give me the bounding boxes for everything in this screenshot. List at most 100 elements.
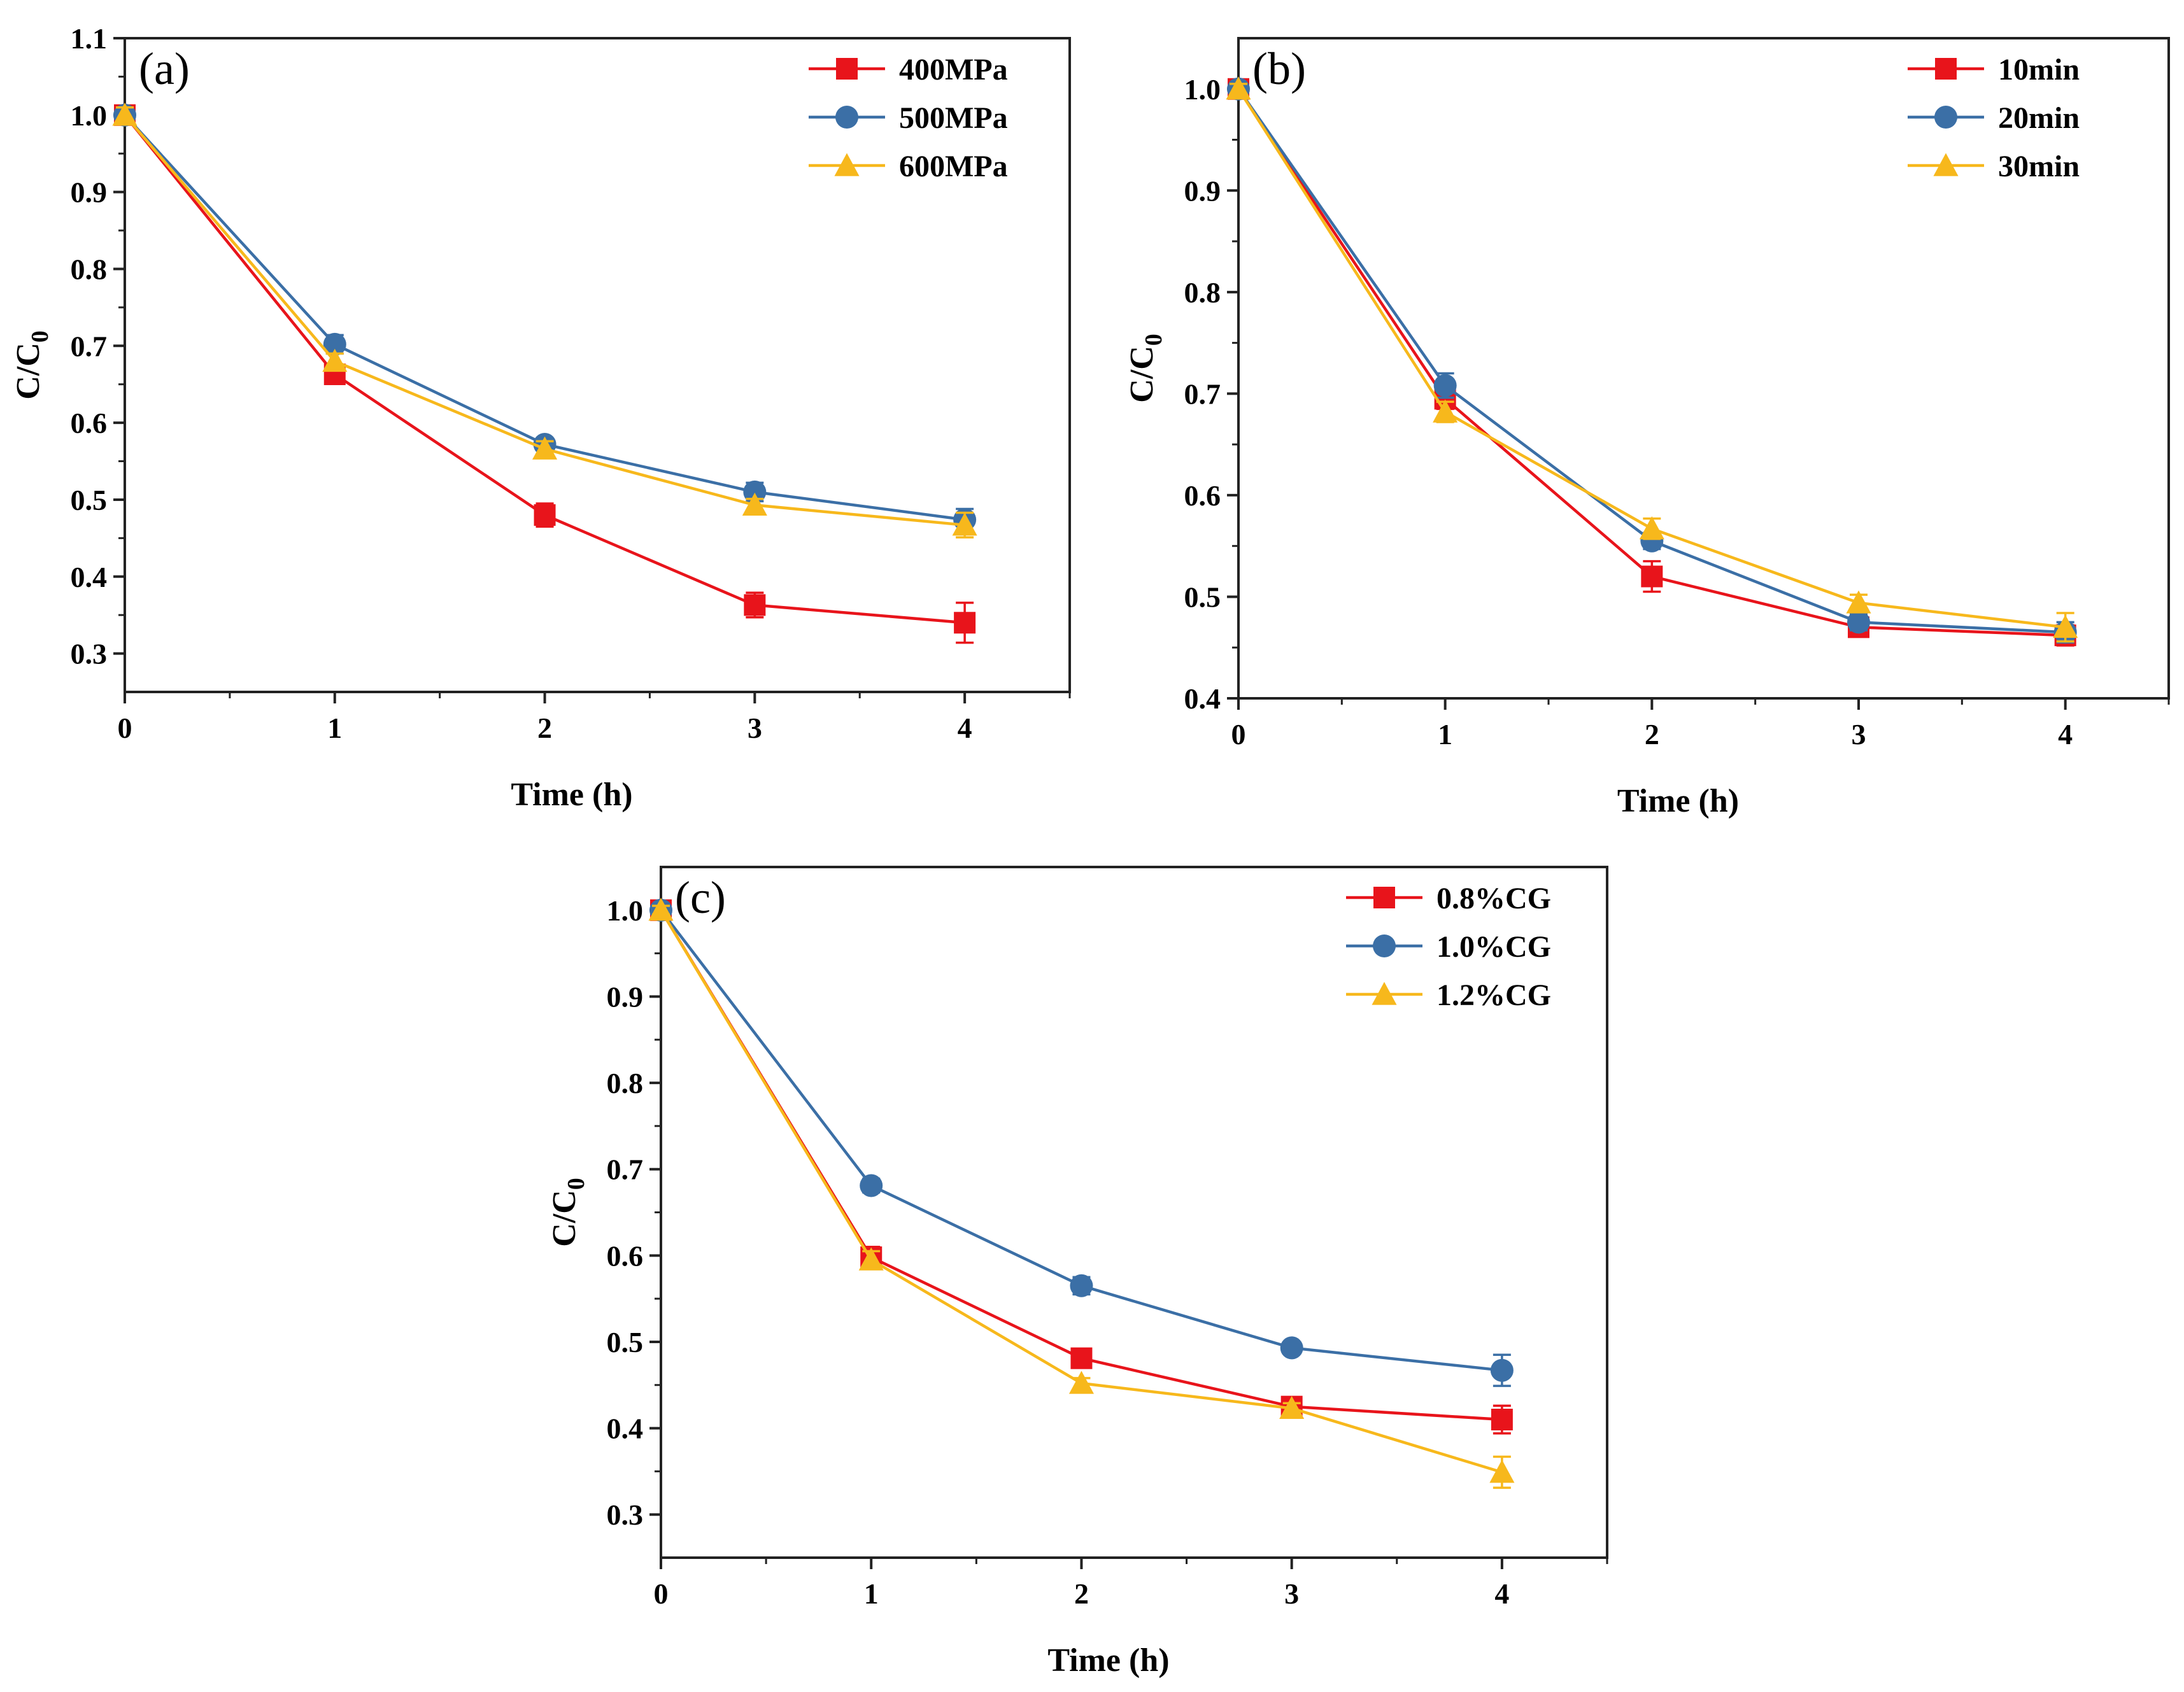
x-tick-label: 2 <box>1645 718 1659 751</box>
x-tick-label: 3 <box>748 712 762 744</box>
chart-panel-1: 0.3 0.4 0.5 0.6 0.7 0.8 0.9 1.0 1.1 0 1 2 3 4 Time (h)… <box>10 22 1071 813</box>
x-axis-title: Time (h) <box>511 777 632 813</box>
data-point-circle <box>323 332 346 356</box>
y-tick-label: 0.7 <box>1184 377 1221 410</box>
data-point-triangle <box>112 102 138 126</box>
legend-marker-circle <box>1934 106 1957 129</box>
y-axis-title-subscript: 0 <box>563 1178 590 1190</box>
series-line <box>660 909 1503 1372</box>
data-point-circle <box>1490 1358 1514 1382</box>
x-tick-label: 3 <box>1284 1577 1299 1610</box>
panel-label: (c) <box>675 872 726 923</box>
legend-marker-square <box>836 58 858 80</box>
data-point-square <box>954 612 976 634</box>
legend-label: 0.8%CG <box>1436 882 1551 915</box>
series-400MPa <box>114 104 976 644</box>
data-point-square <box>534 504 556 526</box>
y-tick-label: 0.9 <box>607 980 644 1013</box>
y-tick-label: 1.1 <box>71 22 108 55</box>
data-point-triangle <box>1068 1371 1094 1394</box>
y-tick-label: 0.8 <box>1184 276 1221 309</box>
legend-label: 500MPa <box>899 101 1008 135</box>
y-tick-label: 1.0 <box>607 894 644 927</box>
series-30min <box>1226 76 2078 643</box>
x-tick-label: 0 <box>654 1577 669 1610</box>
data-point-circle <box>1280 1336 1303 1360</box>
y-axis-title: C/C0 <box>546 1178 590 1247</box>
data-point-square <box>1491 1409 1513 1430</box>
data-point-triangle <box>952 512 977 536</box>
y-tick-label: 0.8 <box>607 1067 644 1099</box>
y-tick-label: 0.6 <box>1184 479 1221 512</box>
y-tick-label: 1.0 <box>1184 73 1221 106</box>
x-tick-label: 3 <box>1852 718 1866 751</box>
legend-marker-square <box>1373 887 1395 908</box>
y-axis-title-subscript: 0 <box>27 330 53 342</box>
x-axis-title: Time (h) <box>1047 1642 1169 1679</box>
series-line <box>124 114 965 624</box>
y-tick-label: 0.7 <box>607 1153 644 1186</box>
data-point-square <box>744 594 766 616</box>
legend-marker-triangle <box>1933 153 1959 176</box>
y-axis-title-subscript: 0 <box>1140 334 1167 346</box>
data-point-circle <box>860 1174 883 1197</box>
x-tick-label: 4 <box>1494 1577 1509 1610</box>
y-tick-label: 0.4 <box>1184 682 1221 715</box>
x-tick-label: 0 <box>118 712 132 744</box>
x-tick-label: 1 <box>1438 718 1452 751</box>
legend-label: 1.2%CG <box>1436 978 1551 1012</box>
y-tick-label: 0.5 <box>1184 581 1221 613</box>
legend-label: 20min <box>1998 101 2080 135</box>
x-tick-label: 2 <box>537 712 552 744</box>
chart-panel-3: 0.3 0.4 0.5 0.6 0.7 0.8 0.9 1.0 0 1 2 3 4 Time (h) C/C… <box>546 866 1608 1679</box>
y-tick-label: 0.6 <box>71 407 108 439</box>
legend-marker-circle <box>835 106 858 129</box>
y-axis-title: C/C0 <box>1124 334 1167 403</box>
y-axis-title-main: C/C <box>1124 346 1160 403</box>
plot-frame <box>660 866 1608 1559</box>
y-tick-label: 0.9 <box>71 176 108 209</box>
legend-marker-triangle <box>1372 982 1397 1005</box>
data-point-square <box>1641 565 1663 588</box>
data-point-triangle <box>648 898 674 921</box>
y-tick-label: 1.0 <box>71 99 108 132</box>
panel-label: (b) <box>1252 43 1306 94</box>
data-point-triangle <box>322 348 348 372</box>
y-tick-label: 0.5 <box>607 1326 644 1358</box>
x-tick-label: 1 <box>327 712 342 744</box>
legend: 0.8%CG 1.0%CG 1.2%CG <box>1346 882 1551 1012</box>
y-tick-label: 0.6 <box>607 1239 644 1272</box>
series-0.8%CG <box>650 899 1513 1435</box>
x-tick-label: 4 <box>2058 718 2073 751</box>
data-point-triangle <box>742 492 767 516</box>
y-tick-label: 0.5 <box>71 484 108 516</box>
panel-label: (a) <box>139 43 190 94</box>
y-axis-title-main: C/C <box>10 342 46 400</box>
series-1.0%CG <box>649 898 1514 1387</box>
data-point-triangle <box>1489 1460 1515 1483</box>
x-tick-label: 4 <box>958 712 972 744</box>
data-point-circle <box>743 480 767 504</box>
data-point-circle <box>1433 374 1457 397</box>
data-point-triangle <box>1279 1395 1305 1419</box>
x-tick-label: 1 <box>864 1577 879 1610</box>
legend-marker-circle <box>1373 934 1396 957</box>
legend-label: 400MPa <box>899 53 1008 87</box>
y-tick-label: 0.4 <box>71 561 108 593</box>
data-point-square <box>1070 1347 1093 1369</box>
data-point-triangle <box>2053 614 2078 638</box>
y-tick-label: 0.7 <box>71 330 108 362</box>
legend-label: 600MPa <box>899 150 1008 183</box>
legend-label: 30min <box>1998 150 2080 183</box>
legend: 400MPa 500MPa 600MPa <box>809 53 1008 183</box>
data-point-triangle <box>858 1247 884 1271</box>
y-tick-label: 0.3 <box>607 1498 644 1531</box>
series-600MPa <box>112 102 977 539</box>
legend-marker-square <box>1935 58 1957 80</box>
legend-marker-triangle <box>834 153 860 176</box>
data-point-circle <box>1847 610 1870 634</box>
x-tick-label: 0 <box>1231 718 1246 751</box>
legend-label: 1.0%CG <box>1436 930 1551 964</box>
